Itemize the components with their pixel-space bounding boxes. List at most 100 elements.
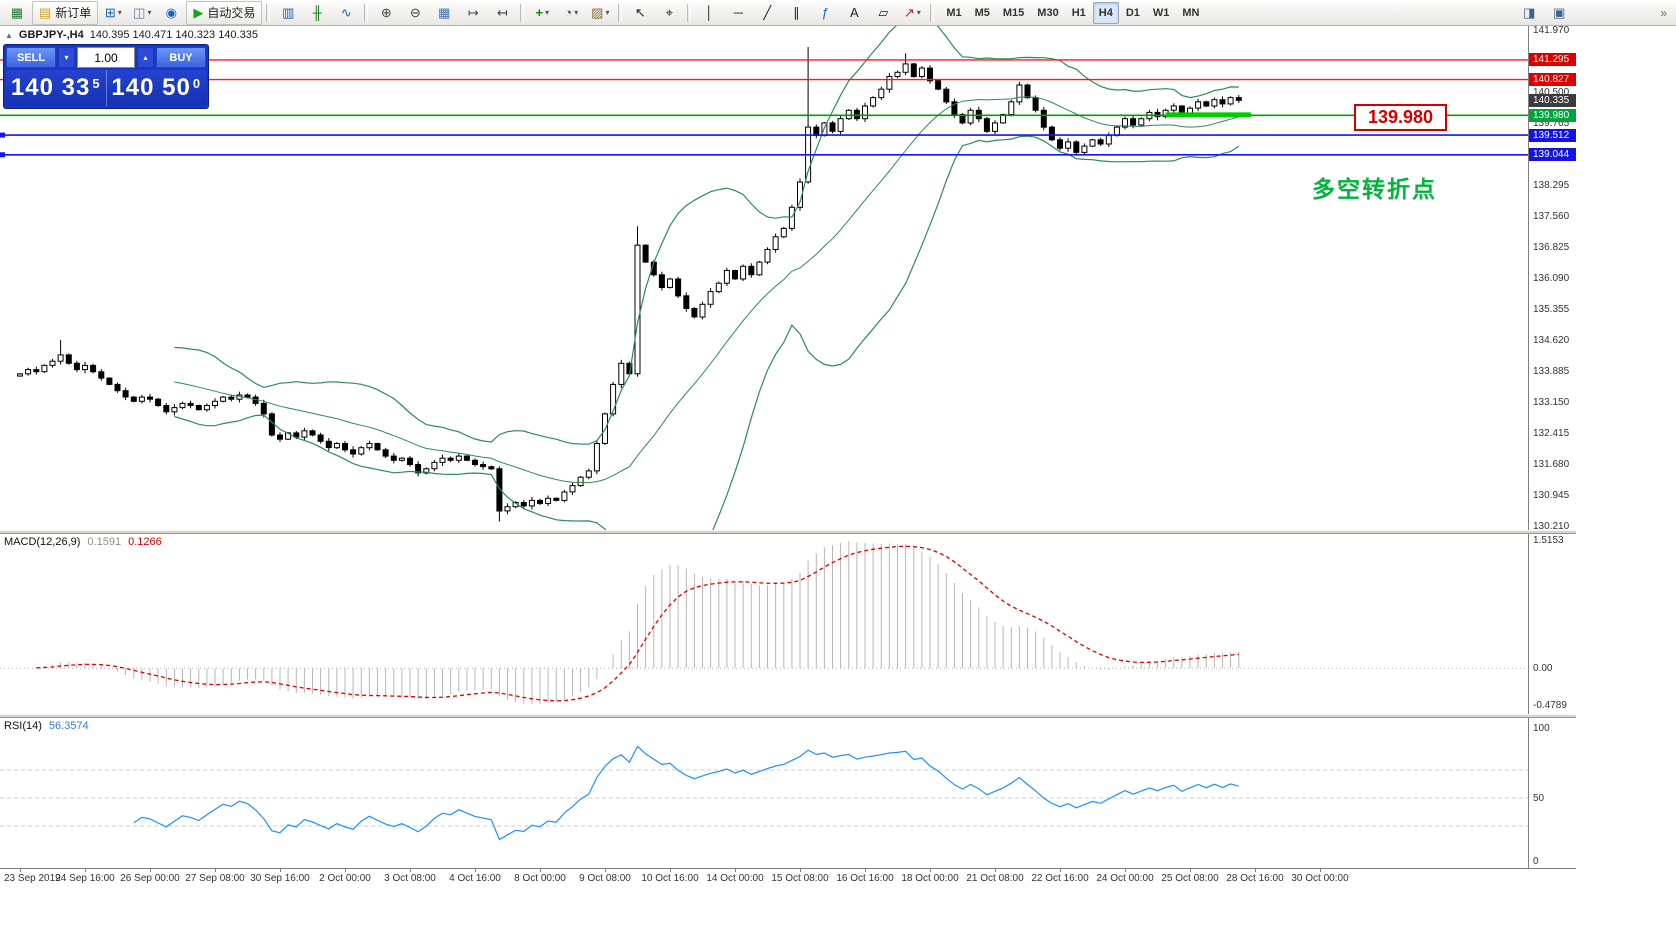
turning-point-annotation[interactable]: 多空转折点 (1312, 176, 1437, 202)
price-badge-141.295: 141.295 (1529, 53, 1576, 67)
zoom-in-icon[interactable]: ⊕ (372, 1, 400, 25)
fibonacci-tool-icon[interactable]: ƒ (811, 1, 839, 25)
timeframe-h1-button[interactable]: H1 (1071, 6, 1086, 19)
timeframe-mn-button[interactable]: MN (1182, 6, 1200, 19)
price-badge-139.044: 139.044 (1529, 148, 1576, 162)
indicators-icon[interactable]: + ▾ (528, 1, 556, 25)
buy-price-display[interactable]: 140 50 0 (107, 70, 207, 106)
time-axis[interactable]: 23 Sep 2019 24 Sep 16:00 26 Sep 00:00 27 Se… (0, 868, 1576, 887)
price-tick-label: 133.150 (1533, 397, 1570, 409)
timeframes-toolbar: M1 M5 M15 M30 H1 H4 D1 W1 MN (940, 1, 1205, 24)
auto-scroll-icon[interactable]: ↦ (459, 1, 487, 25)
main-toolbar: ▦ ▤ 新订单 ⊞ ▾ ◫ ▾ ◉ ▶ 自动交易 ▥ ╫ ∿ ⊕ ⊖ ▦ ↦ ↤ + ▾ ◔ ▾ ▨ ▾ ↖ ⌖ │ ─ ╱ ∥ ƒ A ▱ ↗ ▾… (0, 0, 1676, 26)
app-icon[interactable]: ▦ (3, 1, 31, 25)
time-axis-tick (1125, 869, 1126, 872)
new-order-button[interactable]: ▤ 新订单 (32, 0, 99, 25)
toolbar-overflow-icon[interactable]: » (1660, 5, 1667, 20)
volume-input[interactable] (77, 47, 135, 68)
price-annotation-box[interactable]: 139.980 (1354, 104, 1448, 131)
rsi-title: RSI(14) (4, 720, 42, 732)
autotrading-button[interactable]: ▶ 自动交易 (186, 0, 263, 25)
one-click-trading-panel: SELL ▾ ▴ BUY 140 33 5 140 50 0 (3, 44, 209, 109)
volume-increase-icon[interactable]: ▴ (137, 47, 154, 68)
timeframe-m5-button[interactable]: M5 (974, 6, 990, 19)
crosshair-tool-icon[interactable]: ⌖ (655, 1, 683, 25)
timeframe-w1-button[interactable]: W1 (1152, 6, 1170, 19)
panel-splitter-1[interactable] (0, 530, 1576, 534)
new-chart-icon[interactable]: ⊞ ▾ (99, 1, 127, 25)
buy-button[interactable]: BUY (156, 47, 206, 68)
price-badge-139.512: 139.512 (1529, 128, 1576, 142)
sell-price-display[interactable]: 140 33 5 (6, 70, 107, 106)
sell-button[interactable]: SELL (6, 47, 56, 68)
timeframe-m15-button[interactable]: M15 (1002, 6, 1025, 19)
main-chart-panel[interactable]: ▲ GBPJPY-,H4 140.395 140.471 140.323 140… (0, 26, 1528, 530)
horizontal-line-tool-icon[interactable]: ─ (724, 1, 752, 25)
chart-dock-icon[interactable]: ◨ (1515, 1, 1543, 25)
time-axis-label: 14 Oct 00:00 (706, 873, 764, 884)
macd-chart-canvas[interactable] (0, 534, 1528, 714)
trendline-tool-icon-glyph: ╱ (763, 5, 772, 20)
new-chart-icon-glyph: ⊞ (104, 5, 116, 20)
time-axis-tick (1190, 869, 1191, 872)
line-chart-mode-icon-glyph: ∿ (340, 5, 352, 20)
volume-decrease-icon[interactable]: ▾ (58, 47, 75, 68)
profiles-icon[interactable]: ◫ ▾ (128, 1, 156, 25)
time-axis-tick (215, 869, 216, 872)
time-axis-tick (345, 869, 346, 872)
periods-icon[interactable]: ◔ ▾ (557, 1, 585, 25)
timeframe-d1-button[interactable]: D1 (1125, 6, 1140, 19)
time-axis-label: 21 Oct 08:00 (966, 873, 1024, 884)
time-axis-tick (475, 869, 476, 872)
dropdown-caret-icon: ▾ (147, 8, 152, 17)
price-tick-label: 139.765 (1533, 118, 1570, 130)
trendline-tool-icon[interactable]: ╱ (753, 1, 781, 25)
candlestick-chart-canvas[interactable] (0, 26, 1528, 530)
time-axis-label: 30 Sep 16:00 (250, 873, 310, 884)
time-axis-label: 18 Oct 00:00 (901, 873, 959, 884)
macd-panel[interactable]: MACD(12,26,9) 0.1591 0.1266 (0, 534, 1528, 714)
candlestick-mode-icon[interactable]: ╫ (303, 1, 331, 25)
templates-icon[interactable]: ▨ ▾ (586, 1, 614, 25)
rsi-panel[interactable]: RSI(14) 56.3574 (0, 718, 1528, 868)
rsi-scale[interactable]: 100 50 0 (1528, 718, 1576, 868)
timeframe-m30-button[interactable]: M30 (1037, 6, 1059, 19)
timeframe-m1-button[interactable]: M1 (946, 6, 962, 19)
panel-toggle-icon[interactable]: ▣ (1545, 1, 1573, 25)
chart-shift-icon[interactable]: ↤ (488, 1, 516, 25)
auto-scroll-icon-glyph: ↦ (467, 5, 479, 20)
timeframe-h4-button[interactable]: H4 (1092, 1, 1119, 24)
zoom-in-icon-glyph: ⊕ (380, 5, 392, 20)
text-tool-icon[interactable]: A (840, 1, 868, 25)
arrows-tool-icon[interactable]: ↗ ▾ (898, 1, 926, 25)
time-axis-tick (540, 869, 541, 872)
price-tick-label: 136.090 (1533, 273, 1570, 285)
time-axis-tick (865, 869, 866, 872)
label-tool-icon[interactable]: ▱ (869, 1, 897, 25)
channel-tool-icon[interactable]: ∥ (782, 1, 810, 25)
time-axis-tick (150, 869, 151, 872)
macd-scale-label: 1.5153 (1533, 535, 1564, 546)
vertical-line-tool-icon[interactable]: │ (695, 1, 723, 25)
mql5-community-icon[interactable]: ◉ (157, 1, 185, 25)
macd-header: MACD(12,26,9) 0.1591 0.1266 (4, 536, 162, 548)
toolbar-separator (520, 3, 525, 22)
cursor-tool-icon-glyph: ↖ (634, 5, 646, 20)
macd-scale[interactable]: 1.5153 0.00 -0.4789 (1528, 534, 1576, 714)
time-axis-label: 2 Oct 00:00 (319, 873, 371, 884)
bar-chart-mode-icon[interactable]: ▥ (274, 1, 302, 25)
one-click-collapse-icon[interactable]: ▲ (5, 30, 13, 40)
price-scale[interactable]: 141.970141.235140.500139.765139.030138.2… (1528, 25, 1576, 532)
time-axis-label: 22 Oct 16:00 (1031, 873, 1089, 884)
tile-windows-icon[interactable]: ▦ (430, 1, 458, 25)
profiles-icon-glyph: ◫ (133, 5, 146, 20)
time-axis-label: 30 Oct 00:00 (1291, 873, 1349, 884)
line-chart-mode-icon[interactable]: ∿ (332, 1, 360, 25)
cursor-tool-icon[interactable]: ↖ (626, 1, 654, 25)
rsi-chart-canvas[interactable] (0, 718, 1528, 868)
time-axis-tick (1255, 869, 1256, 872)
macd-scale-label: -0.4789 (1533, 700, 1567, 711)
rsi-row: RSI(14) 56.3574 100 50 0 (0, 718, 1576, 868)
panel-splitter-2[interactable] (0, 714, 1576, 718)
zoom-out-icon[interactable]: ⊖ (401, 1, 429, 25)
